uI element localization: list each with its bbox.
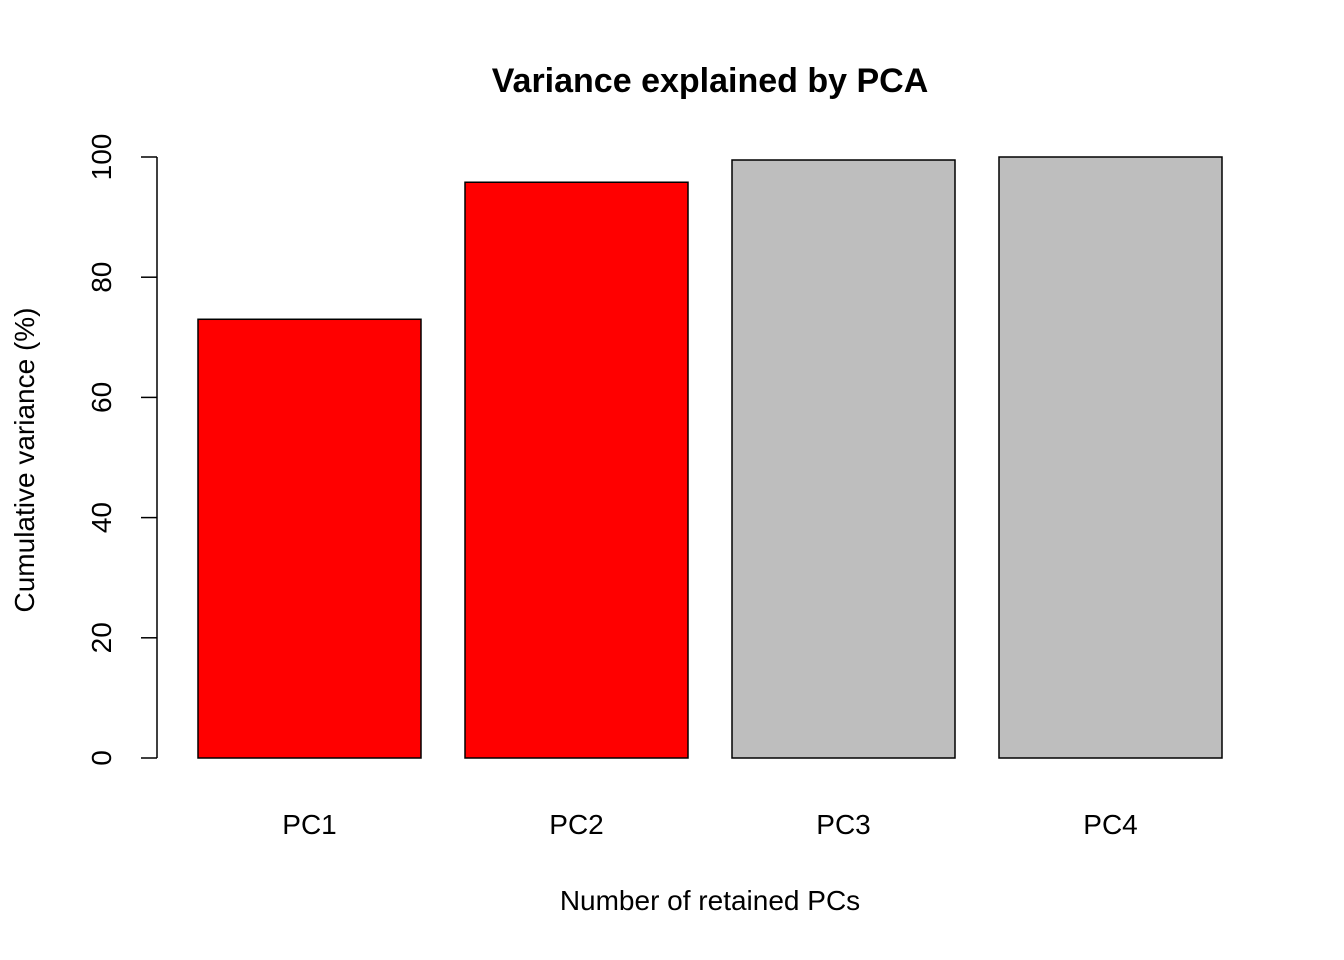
y-tick-label: 60 bbox=[86, 382, 117, 413]
x-axis-tick-labels: PC1 PC2 PC3 PC4 bbox=[282, 809, 1137, 840]
y-axis: 0 20 40 60 80 100 bbox=[86, 134, 158, 766]
bar-pc3 bbox=[731, 159, 956, 759]
y-tick-label: 40 bbox=[86, 502, 117, 533]
y-tick-label: 20 bbox=[86, 622, 117, 653]
y-tick-label: 0 bbox=[86, 750, 117, 766]
bars bbox=[197, 156, 1223, 759]
x-tick-label: PC2 bbox=[549, 809, 603, 840]
bar-pc1 bbox=[197, 318, 422, 759]
y-axis-label: Cumulative variance (%) bbox=[9, 308, 40, 613]
x-axis-label: Number of retained PCs bbox=[560, 885, 860, 916]
x-tick-label: PC1 bbox=[282, 809, 336, 840]
bar-pc4 bbox=[998, 156, 1223, 759]
bar-pc2 bbox=[464, 181, 689, 759]
x-tick-label: PC3 bbox=[816, 809, 870, 840]
y-tick-label: 100 bbox=[86, 134, 117, 181]
chart-title: Variance explained by PCA bbox=[492, 62, 929, 100]
x-tick-label: PC4 bbox=[1083, 809, 1137, 840]
y-tick-label: 80 bbox=[86, 262, 117, 293]
